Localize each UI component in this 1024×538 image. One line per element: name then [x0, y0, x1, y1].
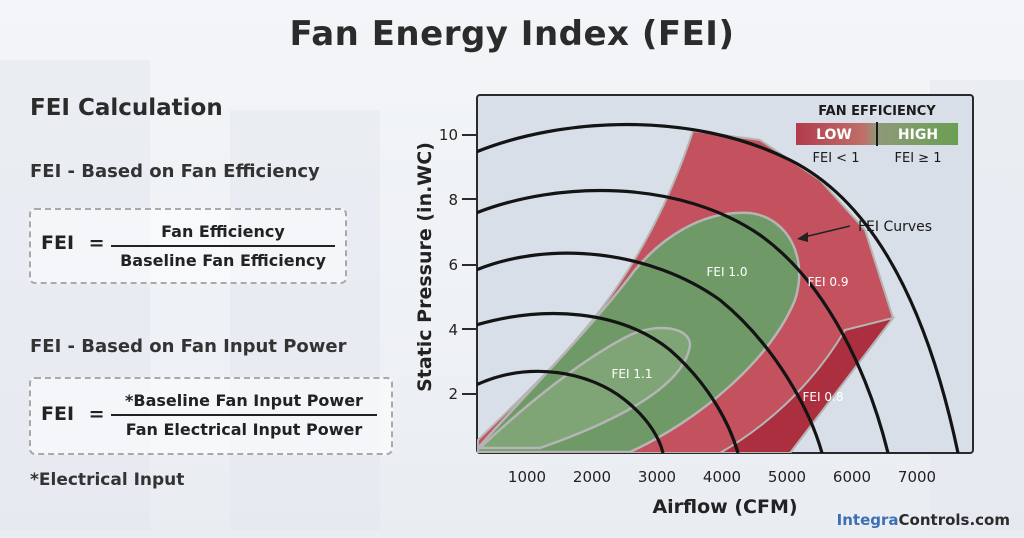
- y-tick-label: 2: [448, 385, 458, 403]
- formula2-fraction: *Baseline Fan Input Power Fan Electrical…: [111, 391, 377, 439]
- x-axis-title: Airflow (CFM): [652, 496, 797, 518]
- x-tick-label: 3000: [638, 468, 676, 486]
- label-fei-10: FEI 1.0: [707, 265, 748, 279]
- y-tick-label: 10: [439, 126, 458, 144]
- legend-high-note: FEI ≥ 1: [895, 151, 942, 166]
- label-fei-11: FEI 1.1: [612, 367, 653, 381]
- background-building-center: [230, 110, 380, 530]
- legend-title: FAN EFFICIENCY: [818, 104, 936, 119]
- y-tick-label: 6: [448, 256, 458, 274]
- fan-curve-1: [477, 122, 960, 453]
- formula1-lhs-label: FEI: [41, 232, 75, 254]
- x-tick-label: 4000: [703, 468, 741, 486]
- formula1-box: FEI = Fan Efficiency Baseline Fan Effici…: [29, 208, 347, 284]
- formula2-lhs-label: FEI: [41, 403, 75, 425]
- formula2-fraction-bar: [111, 414, 377, 416]
- formula1-lhs: FEI =: [41, 232, 105, 254]
- formula2-equals: =: [88, 403, 105, 425]
- fei-11-region: [477, 326, 692, 450]
- x-tick-label: 5000: [768, 468, 806, 486]
- formula1-equals: =: [88, 232, 105, 254]
- x-tick-label: 6000: [833, 468, 871, 486]
- label-fei-08: FEI 0.8: [803, 390, 844, 404]
- x-tick-label: 7000: [898, 468, 936, 486]
- formula1-fraction-bar: [111, 245, 335, 247]
- legend-high-label: HIGH: [898, 127, 938, 143]
- formula2-box: FEI = *Baseline Fan Input Power Fan Elec…: [29, 377, 393, 455]
- page-title: Fan Energy Index (FEI): [289, 14, 735, 54]
- x-tick-label: 1000: [508, 468, 546, 486]
- label-fei-09: FEI 0.9: [808, 275, 849, 289]
- formula1-numerator: Fan Efficiency: [161, 222, 285, 241]
- formula2-lhs: FEI =: [41, 403, 105, 425]
- fan-curve-5: [477, 369, 665, 453]
- brand-part1: Integra: [836, 511, 899, 529]
- footnote: *Electrical Input: [30, 470, 185, 490]
- formula2-subtitle: FEI - Based on Fan Input Power: [30, 336, 347, 357]
- annotation-fei-curves: FEI Curves: [858, 219, 932, 235]
- formula2-numerator: *Baseline Fan Input Power: [125, 391, 363, 410]
- annotation-arrow-head: [797, 232, 808, 242]
- formula1-denominator: Baseline Fan Efficiency: [120, 251, 326, 270]
- fei-curves: [477, 122, 960, 453]
- formula2-denominator: Fan Electrical Input Power: [125, 420, 363, 439]
- x-tick-label: 2000: [573, 468, 611, 486]
- y-tick-label: 4: [448, 321, 458, 339]
- calculation-heading: FEI Calculation: [30, 95, 223, 121]
- fei-08-region: [717, 316, 896, 453]
- legend-low-label: LOW: [816, 127, 852, 143]
- brand-logo: IntegraControls.com: [837, 511, 1010, 529]
- fan-curve-4: [477, 312, 740, 453]
- y-axis-title: Static Pressure (in.WC): [414, 142, 436, 392]
- brand-part2: Controls.com: [898, 511, 1010, 529]
- y-axis: 10 8 6 4 2: [439, 126, 477, 403]
- formula1-subtitle: FEI - Based on Fan Efficiency: [30, 161, 320, 182]
- annotation-arrow-line: [799, 225, 851, 239]
- y-tick-label: 8: [448, 191, 458, 209]
- x-axis: 1000 2000 3000 4000 5000 6000 7000: [508, 468, 936, 486]
- fan-curve-2: [477, 188, 890, 453]
- fan-curve-3: [477, 251, 824, 453]
- formula1-fraction: Fan Efficiency Baseline Fan Efficiency: [111, 222, 335, 270]
- legend-low-note: FEI < 1: [813, 151, 860, 166]
